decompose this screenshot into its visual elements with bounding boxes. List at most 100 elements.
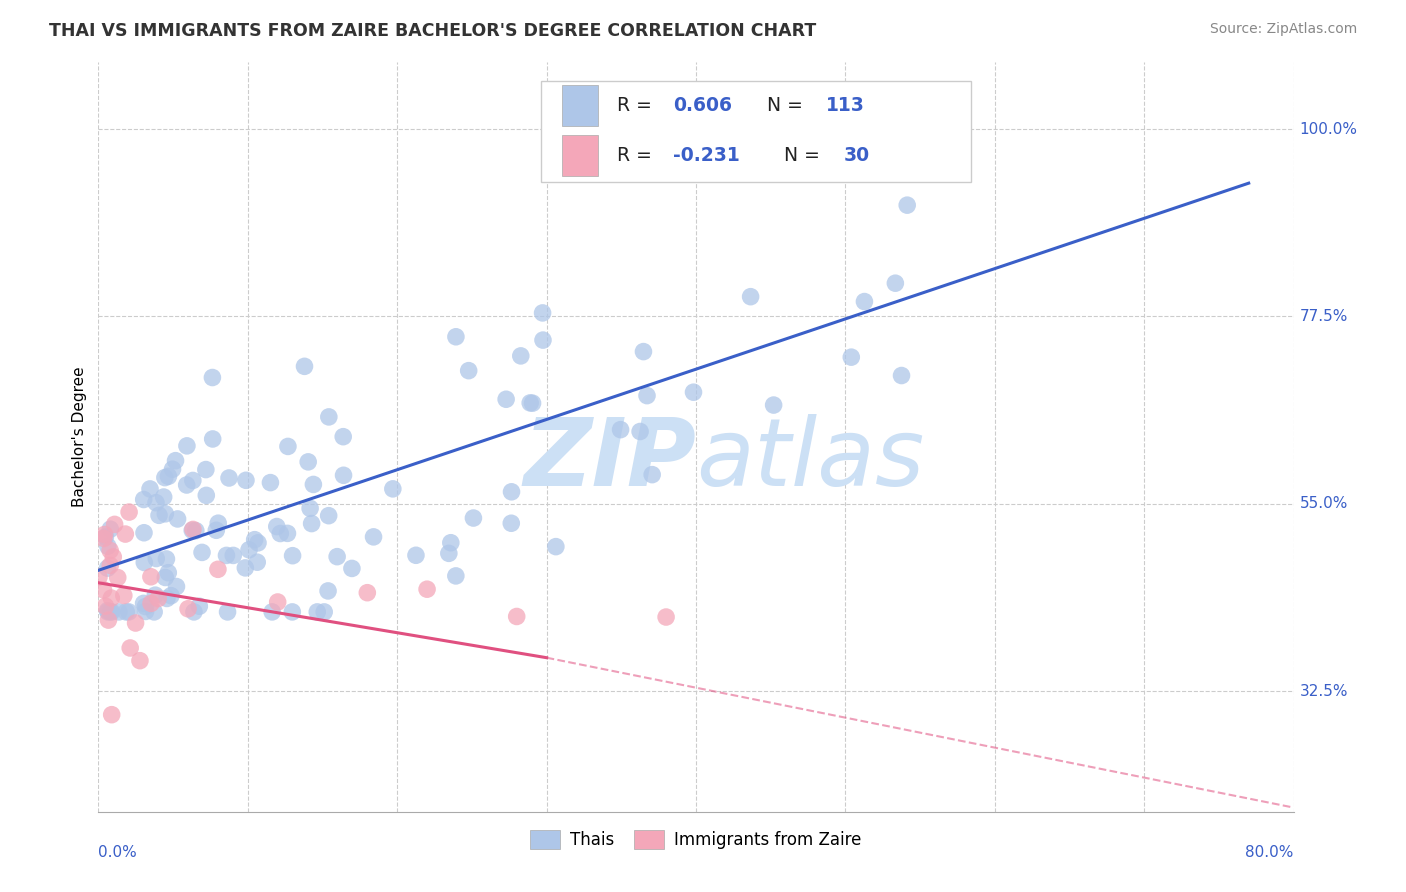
Point <box>609 423 631 437</box>
Point <box>184 524 207 538</box>
Text: N =: N = <box>772 146 827 165</box>
Point <box>633 344 655 359</box>
Point <box>135 604 157 618</box>
Point <box>506 609 529 624</box>
Point <box>207 562 229 576</box>
Point <box>247 536 270 550</box>
Point <box>201 370 224 384</box>
Point <box>682 385 704 400</box>
Point <box>100 605 122 619</box>
Point <box>222 549 245 563</box>
Point <box>148 591 170 606</box>
Point <box>134 556 156 570</box>
Point <box>544 540 567 554</box>
Legend: Thais, Immigrants from Zaire: Thais, Immigrants from Zaire <box>523 823 869 855</box>
Point <box>97 613 120 627</box>
Point <box>628 425 651 439</box>
Text: -0.231: -0.231 <box>673 146 740 165</box>
Point <box>176 439 198 453</box>
Point <box>132 492 155 507</box>
Point <box>96 561 118 575</box>
Point <box>297 455 319 469</box>
Point <box>314 605 336 619</box>
Point <box>145 551 167 566</box>
Point <box>262 605 284 619</box>
Text: Source: ZipAtlas.com: Source: ZipAtlas.com <box>1209 22 1357 37</box>
Text: 0.606: 0.606 <box>673 96 733 115</box>
Text: 113: 113 <box>827 96 865 115</box>
Point <box>294 359 316 374</box>
Point <box>129 654 152 668</box>
Point <box>188 599 211 614</box>
Y-axis label: Bachelor's Degree: Bachelor's Degree <box>72 367 87 508</box>
Point <box>205 523 228 537</box>
Point <box>259 475 281 490</box>
Point <box>307 605 329 619</box>
Text: ZIP: ZIP <box>523 414 696 506</box>
Point <box>405 549 427 563</box>
Point <box>181 474 204 488</box>
Point <box>120 640 142 655</box>
Text: 80.0%: 80.0% <box>1246 846 1294 861</box>
Point <box>166 512 188 526</box>
Point <box>104 517 127 532</box>
Point <box>100 591 122 605</box>
Point <box>302 477 325 491</box>
Point <box>134 599 156 614</box>
Point <box>165 453 187 467</box>
Point <box>94 599 117 614</box>
Point <box>531 333 554 347</box>
Point <box>177 601 200 615</box>
Point <box>636 389 658 403</box>
Point <box>98 522 121 536</box>
Point <box>94 530 117 544</box>
Point <box>509 349 531 363</box>
Point <box>132 525 155 540</box>
Point <box>440 535 463 549</box>
Point <box>318 409 340 424</box>
Point <box>243 533 266 547</box>
Point <box>162 462 184 476</box>
Text: N =: N = <box>755 96 808 115</box>
Point <box>301 516 323 531</box>
Point <box>501 484 523 499</box>
Point <box>207 516 229 531</box>
Point <box>277 439 299 453</box>
Text: R =: R = <box>617 96 658 115</box>
Point <box>195 488 218 502</box>
Point <box>495 392 517 407</box>
Point <box>194 462 217 476</box>
Point <box>318 508 340 523</box>
Point <box>148 508 170 523</box>
FancyBboxPatch shape <box>562 135 598 177</box>
Point <box>139 570 162 584</box>
Point <box>155 570 177 584</box>
Point <box>839 350 862 364</box>
Point <box>246 555 269 569</box>
Point <box>522 396 544 410</box>
Text: R =: R = <box>617 146 658 165</box>
Point <box>281 605 304 619</box>
Point <box>655 610 678 624</box>
Point <box>97 539 120 553</box>
Point <box>139 596 162 610</box>
Point <box>381 482 404 496</box>
Point <box>183 605 205 619</box>
Point <box>139 482 162 496</box>
Point <box>316 583 339 598</box>
Point <box>160 589 183 603</box>
FancyBboxPatch shape <box>541 81 972 182</box>
Point <box>519 396 541 410</box>
Point <box>132 596 155 610</box>
Point <box>740 290 762 304</box>
Point <box>115 605 138 619</box>
Text: 100.0%: 100.0% <box>1299 121 1358 136</box>
Point <box>444 569 467 583</box>
Point <box>103 549 125 564</box>
Point <box>166 580 188 594</box>
Point <box>156 591 179 606</box>
Point <box>155 552 177 566</box>
Point <box>641 467 664 482</box>
Text: 77.5%: 77.5% <box>1299 309 1348 324</box>
Point <box>437 546 460 560</box>
